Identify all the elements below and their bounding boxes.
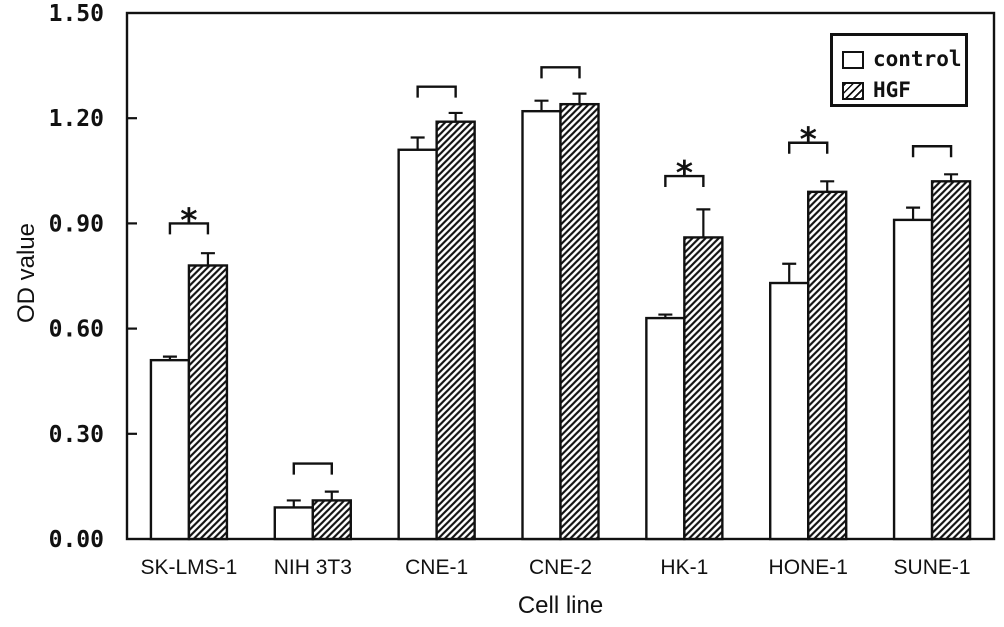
significance-bracket	[788, 141, 829, 154]
hgf-bar	[683, 236, 724, 541]
error-bar	[448, 111, 463, 122]
legend: control HGF	[830, 33, 968, 107]
legend-entry-control: control	[842, 44, 965, 75]
control-bar	[273, 506, 314, 541]
significance-asterisk: *	[180, 200, 197, 239]
hgf-bar	[807, 190, 848, 541]
y-axis-tick-label: 0.00	[49, 527, 104, 553]
significance-bracket	[168, 222, 210, 235]
error-bar	[696, 208, 711, 238]
significance-asterisk: *	[800, 120, 817, 159]
legend-label-control: control	[873, 47, 962, 71]
y-axis-tick-label: 0.90	[49, 211, 104, 237]
x-axis-category-label: SK-LMS-1	[140, 556, 237, 579]
error-bar	[944, 173, 959, 182]
significance-bracket	[416, 85, 457, 98]
significance-bracket	[292, 462, 333, 475]
significance-bracket	[911, 145, 953, 158]
x-axis-category-label: HONE-1	[769, 556, 848, 579]
x-axis-category-label: SUNE-1	[894, 556, 971, 579]
y-axis-tick-label: 1.50	[49, 1, 104, 27]
control-bar	[892, 218, 934, 541]
x-axis-category-label: NIH 3T3	[274, 556, 352, 579]
x-axis-title: Cell line	[517, 592, 604, 619]
hgf-bar	[559, 102, 600, 541]
control-swatch-icon	[842, 50, 864, 69]
error-bar	[410, 136, 425, 150]
y-axis-tick-label: 0.30	[49, 422, 104, 448]
hgf-bar	[930, 180, 972, 541]
error-bar	[162, 355, 177, 361]
significance-asterisk: *	[676, 153, 693, 192]
x-axis-category-label: CNE-1	[405, 556, 468, 579]
control-bar	[149, 358, 191, 541]
x-axis-category-label: HK-1	[660, 556, 708, 579]
y-axis-tick-label: 0.60	[49, 317, 104, 343]
error-bar	[324, 490, 339, 501]
significance-bracket	[664, 174, 705, 188]
control-bar	[397, 148, 438, 541]
legend-entry-hgf: HGF	[842, 75, 965, 106]
y-axis-title: OD value	[13, 222, 40, 324]
hgf-swatch-icon	[842, 81, 864, 100]
hgf-bar	[311, 499, 352, 541]
error-bar	[820, 180, 835, 192]
control-bar	[521, 109, 562, 541]
hgf-bar	[435, 120, 476, 541]
legend-label-hgf: HGF	[873, 78, 911, 102]
y-axis-tick-label: 1.20	[49, 106, 104, 132]
error-bar	[534, 99, 549, 112]
hgf-bar	[187, 264, 229, 541]
significance-bracket	[540, 66, 581, 79]
control-bar	[645, 316, 686, 541]
error-bar	[906, 206, 921, 220]
error-bar	[782, 262, 797, 284]
x-axis-category-label: CNE-2	[529, 556, 592, 579]
error-bar	[286, 499, 301, 508]
error-bar	[572, 92, 587, 105]
error-bar	[658, 313, 673, 319]
error-bar	[200, 252, 215, 266]
control-bar	[769, 281, 810, 541]
